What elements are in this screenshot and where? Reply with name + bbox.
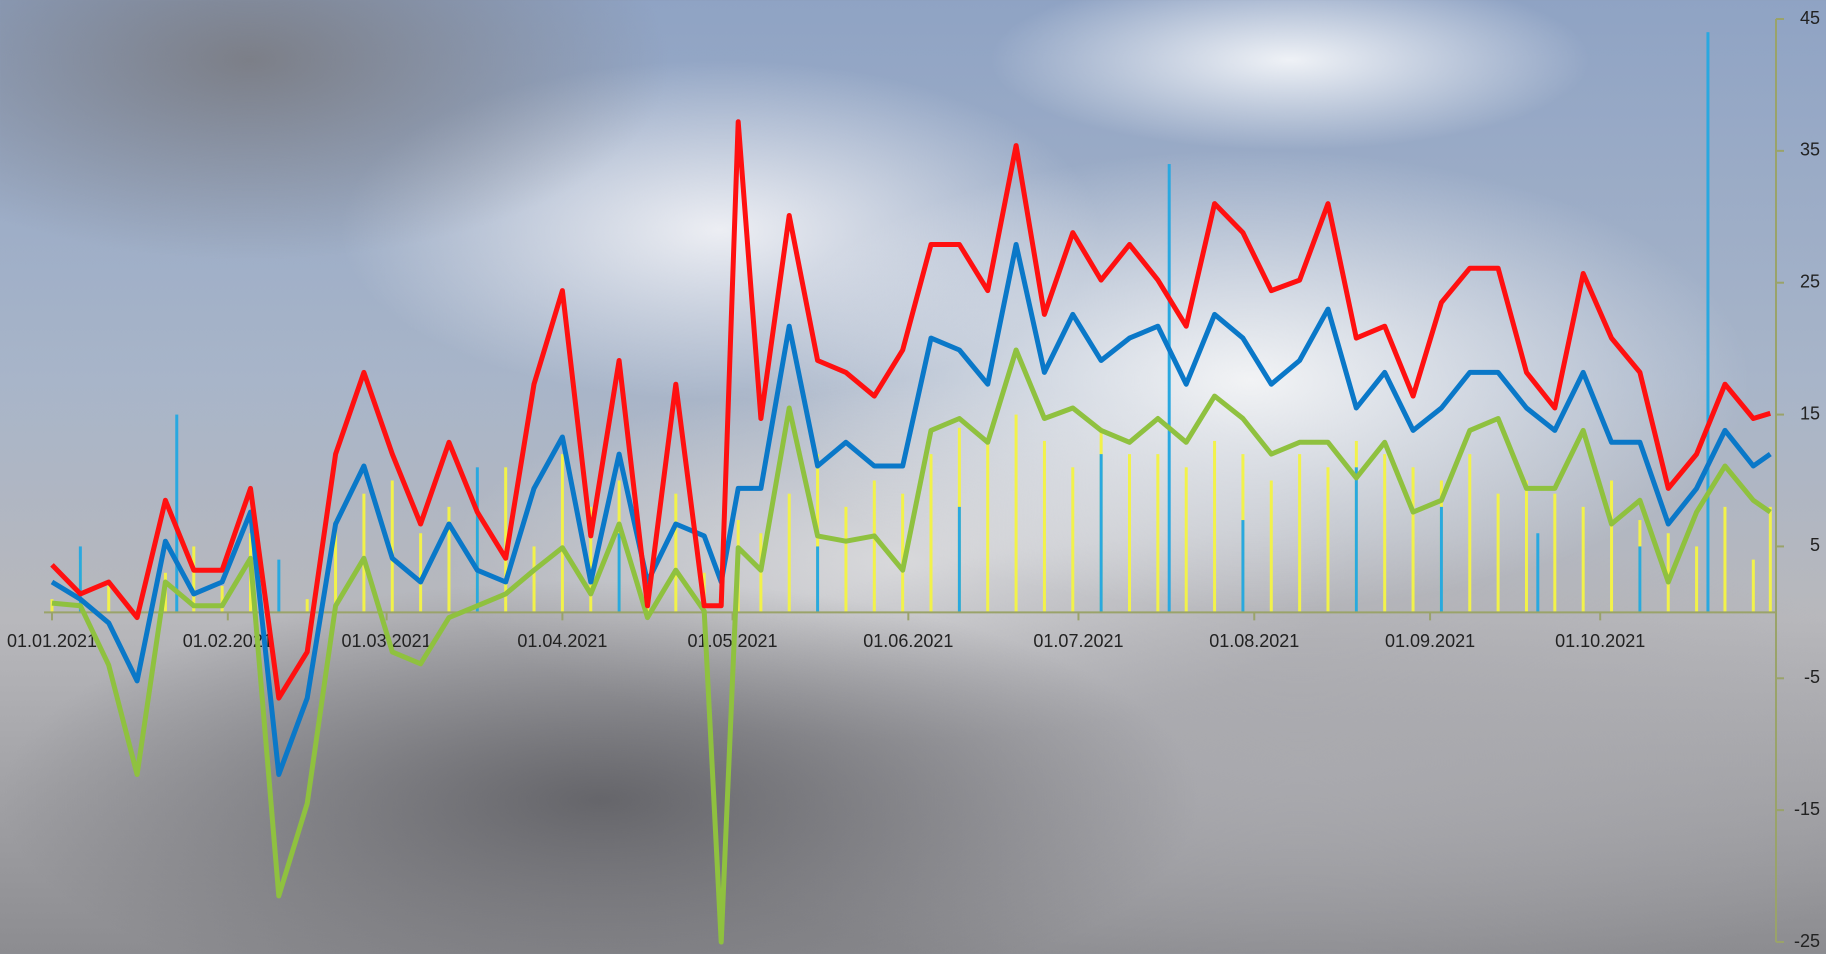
bar: [1553, 493, 1557, 613]
bar: [1156, 454, 1160, 613]
y-tick-label: 45: [1800, 8, 1820, 28]
x-tick-label: 01.04.2021: [517, 631, 607, 651]
bar: [787, 493, 791, 613]
bar: [1241, 520, 1245, 613]
bar: [929, 454, 933, 613]
bar: [1167, 164, 1171, 613]
bar: [305, 599, 309, 613]
y-tick-label: -25: [1794, 931, 1820, 951]
bar: [1768, 506, 1772, 613]
bar: [1536, 533, 1540, 613]
bar: [277, 559, 281, 613]
bar: [1496, 493, 1500, 613]
bar: [957, 506, 961, 613]
line-series: [50, 119, 1772, 701]
x-tick-label: 01.10.2021: [1555, 631, 1645, 651]
bar: [617, 533, 621, 613]
bar: [1411, 467, 1415, 613]
y-tick-label: 15: [1800, 403, 1820, 423]
bar: [816, 546, 820, 613]
x-tick-label: 01.02.2021: [183, 631, 273, 651]
bar: [1298, 454, 1302, 613]
y-tick-label: 5: [1810, 535, 1820, 555]
bar: [362, 493, 366, 613]
y-tick-label: -15: [1794, 799, 1820, 819]
bar: [1723, 506, 1727, 613]
bar: [475, 467, 479, 613]
bar: [1128, 454, 1131, 613]
bar: [1439, 506, 1443, 613]
y-tick-label: 35: [1800, 140, 1820, 160]
x-tick-label: 01.01.2021: [7, 631, 97, 651]
bar: [1014, 414, 1018, 613]
bar: [220, 585, 224, 613]
bar: [1638, 546, 1642, 613]
y-tick-label: 25: [1800, 271, 1820, 291]
bar: [1184, 467, 1188, 613]
bar: [560, 454, 564, 613]
bar: [1610, 480, 1614, 613]
line-series: [50, 242, 1772, 777]
bar: [175, 414, 179, 613]
bar: [1695, 546, 1699, 613]
bar: [901, 493, 905, 613]
bar: [78, 546, 82, 613]
bar: [334, 520, 338, 613]
bar: [504, 467, 508, 613]
bar: [50, 599, 54, 613]
line-series: [51, 347, 1772, 945]
bar: [1468, 454, 1472, 613]
bar: [759, 533, 763, 613]
bar: [872, 480, 876, 613]
bar: [390, 480, 394, 613]
bar: [1354, 467, 1358, 613]
bar: [589, 506, 593, 613]
bar: [674, 493, 678, 613]
bar: [986, 440, 990, 613]
bar: [532, 546, 536, 613]
bar: [1751, 559, 1755, 613]
bar: [1706, 32, 1710, 613]
x-tick-label: 01.09.2021: [1385, 631, 1475, 651]
bar: [1213, 440, 1217, 613]
bar: [844, 506, 848, 613]
bar: [1524, 480, 1528, 613]
bar: [1099, 454, 1103, 613]
bar: [1269, 480, 1273, 613]
bar: [1042, 440, 1046, 613]
bar: [107, 585, 111, 613]
bar: [1071, 467, 1075, 613]
bar: [1383, 454, 1387, 613]
bar: [192, 546, 196, 613]
x-tick-label: 01.08.2021: [1209, 631, 1299, 651]
bar: [1326, 467, 1330, 613]
x-tick-label: 01.06.2021: [863, 631, 953, 651]
bar: [1581, 506, 1585, 613]
y-tick-label: -5: [1804, 667, 1820, 687]
x-tick-label: 01.07.2021: [1033, 631, 1123, 651]
bar: [1666, 533, 1670, 613]
bar: [419, 533, 423, 613]
bar: [447, 506, 451, 613]
